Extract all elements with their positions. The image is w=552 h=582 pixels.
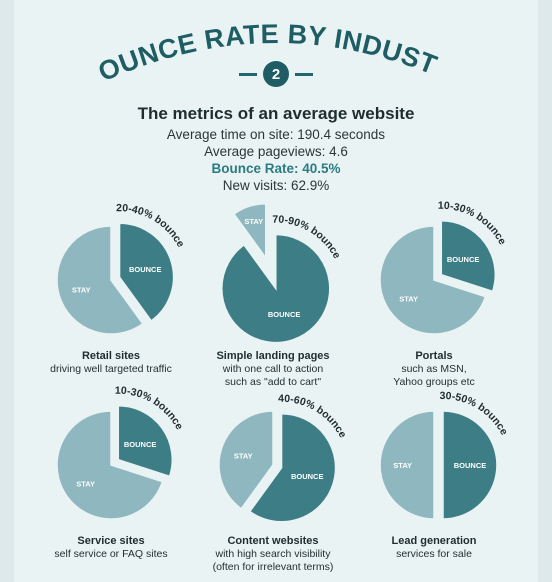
- caption-desc-portals-1: Yahoo groups etc: [393, 376, 475, 388]
- stay-label-retail-sites: STAY: [72, 286, 91, 295]
- metric-bounce-rate: Bounce Rate: 40.5%: [211, 161, 341, 176]
- caption-title-service-sites: Service sites: [77, 535, 145, 547]
- caption-desc-content-websites-0: with high search visibility: [215, 548, 331, 560]
- bounce-label-lead-generation: BOUNCE: [454, 461, 487, 470]
- caption-desc-simple-landing-pages-1: such as "add to cart": [224, 376, 322, 388]
- stay-label-simple-landing-pages: STAY: [244, 217, 263, 226]
- bounce-slice-lead-generation: [442, 410, 498, 520]
- badge-row: 2: [0, 60, 552, 88]
- section-number-badge: 2: [263, 61, 289, 87]
- caption-desc-service-sites-0: self service or FAQ sites: [54, 548, 168, 560]
- caption-title-simple-landing-pages: Simple landing pages: [216, 350, 330, 362]
- caption-simple-landing-pages: Simple landing pages with one call to act…: [183, 350, 363, 389]
- stay-slice-service-sites: [56, 410, 164, 520]
- stay-slice-simple-landing-pages: [232, 202, 267, 261]
- caption-content-websites: Content websites with high search visibil…: [183, 535, 363, 574]
- metric-new-visits: New visits: 62.9%: [222, 178, 330, 193]
- metrics-heading: The metrics of an average website: [137, 104, 415, 123]
- bounce-slice-simple-landing-pages: [221, 233, 331, 344]
- bounce-label-retail-sites: BOUNCE: [129, 265, 162, 274]
- caption-desc-content-websites-1: (often for irrelevant terms): [212, 561, 334, 573]
- title-svg: BOUNCE RATE BY INDUSTRY: [0, 0, 441, 87]
- bounce-label-content-websites: BOUNCE: [291, 472, 324, 481]
- caption-title-retail-sites: Retail sites: [81, 350, 141, 362]
- stay-label-content-websites: STAY: [234, 451, 253, 460]
- caption-service-sites: Service sites self service or FAQ sites: [21, 535, 201, 561]
- bounce-label-portals: BOUNCE: [447, 255, 480, 264]
- metric-pageviews: Average pageviews: 4.6: [204, 144, 348, 159]
- caption-lead-generation: Lead generation services for sale: [344, 535, 524, 561]
- divider-right: [295, 72, 313, 76]
- caption-title-lead-generation: Lead generation: [391, 535, 477, 547]
- caption-desc-simple-landing-pages-0: with one call to action: [222, 363, 324, 375]
- average-metrics: The metrics of an average website Averag…: [0, 104, 552, 194]
- bounce-slice-portals: [440, 219, 497, 293]
- stay-slice-portals: [379, 225, 487, 335]
- divider-left: [239, 72, 257, 76]
- caption-desc-retail-sites-0: driving well targeted traffic: [50, 363, 172, 375]
- caption-retail-sites: Retail sites driving well targeted traffi…: [21, 350, 201, 376]
- bounce-label-simple-landing-pages: BOUNCE: [268, 310, 301, 319]
- bounce-slice-content-websites: [248, 413, 337, 523]
- stay-slice-lead-generation: [379, 410, 435, 520]
- caption-title-content-websites: Content websites: [227, 535, 319, 547]
- caption-portals: Portals such as MSN, Yahoo groups etc: [344, 350, 524, 389]
- stay-label-service-sites: STAY: [76, 479, 95, 488]
- stay-slice-content-websites: [218, 410, 274, 510]
- caption-desc-lead-generation-0: services for sale: [396, 548, 472, 560]
- title-area: BOUNCE RATE BY INDUSTRY 2: [0, 0, 552, 100]
- caption-title-portals: Portals: [415, 350, 453, 362]
- bounce-label-service-sites: BOUNCE: [124, 440, 157, 449]
- caption-desc-portals-0: such as MSN,: [401, 363, 467, 375]
- bounce-slice-service-sites: [117, 404, 174, 478]
- stay-label-portals: STAY: [399, 294, 418, 303]
- metric-time-on-site: Average time on site: 190.4 seconds: [166, 127, 386, 142]
- bounce-slice-retail-sites: [118, 222, 175, 322]
- stay-slice-retail-sites: [56, 225, 144, 335]
- stay-label-lead-generation: STAY: [393, 461, 412, 470]
